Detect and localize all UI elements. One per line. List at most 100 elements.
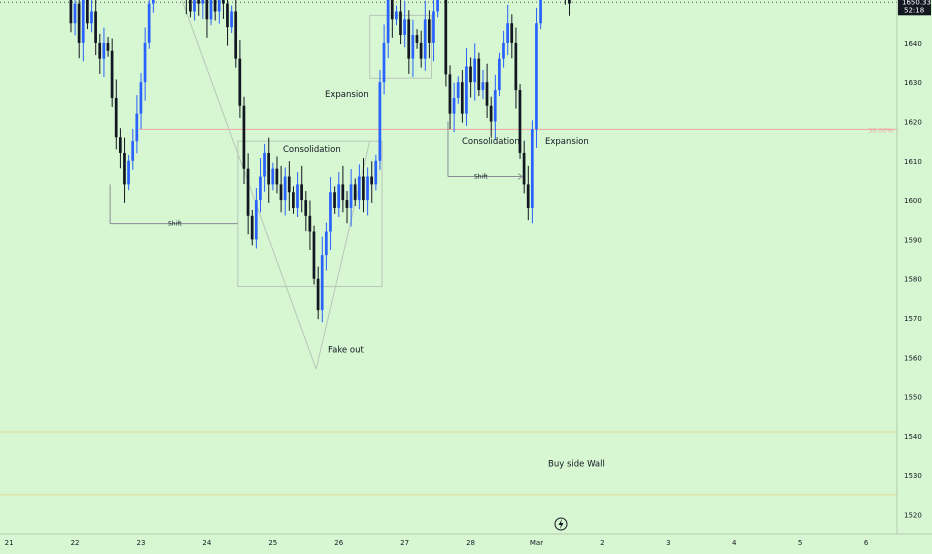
candle-body [197, 0, 200, 4]
candle [312, 225, 316, 285]
y-tick-label: 1600 [904, 197, 922, 205]
candle-body [329, 192, 332, 232]
x-tick-label: 21 [5, 539, 14, 547]
candle-body [436, 0, 439, 12]
candle-body [448, 74, 452, 114]
candle [411, 19, 415, 78]
candle [382, 24, 386, 95]
candle-body [230, 11, 233, 28]
candle-body [234, 11, 238, 59]
candle-body [139, 82, 143, 114]
y-axis[interactable]: USDT152015301540155015601570158015901600… [896, 0, 932, 550]
wall-lines [0, 1, 897, 496]
events-lightning-icon [554, 517, 568, 531]
candle-body [73, 3, 77, 24]
candle [287, 161, 291, 211]
x-axis[interactable]: 21 22 23 24 25 26 27 28 Mar 2 3 4 5 6 [0, 533, 932, 550]
candle [127, 154, 130, 191]
candle [489, 96, 493, 137]
candle-body [201, 0, 205, 4]
candle-body [345, 200, 349, 208]
candle-body [510, 23, 514, 43]
candle [217, 0, 221, 24]
candle-body [283, 176, 287, 201]
candle [135, 95, 139, 154]
candle-body [341, 184, 345, 201]
candle-body [118, 137, 122, 153]
x-tick-label: 24 [202, 539, 211, 547]
candle-body [518, 90, 522, 153]
label-fib-50: 50.00% [868, 126, 893, 134]
candle [98, 33, 102, 74]
candle [324, 222, 328, 271]
candle [349, 169, 353, 227]
current-price-tag [898, 0, 931, 16]
candle-body [498, 58, 501, 91]
candle-body [370, 176, 373, 185]
candle [399, 0, 402, 45]
candle [333, 186, 336, 214]
candle [448, 65, 452, 129]
candle-body [287, 176, 291, 193]
candle-body [493, 90, 497, 122]
candle [238, 40, 242, 118]
candle [444, 0, 448, 87]
candle-body [349, 184, 353, 208]
candle-body [69, 0, 73, 24]
candle-body [456, 82, 460, 98]
candle [407, 10, 411, 74]
candle-body [292, 192, 295, 208]
candle [205, 0, 209, 38]
y-tick-label: 1620 [904, 119, 922, 127]
candle [308, 200, 312, 251]
x-tick-label: 25 [268, 539, 277, 547]
candle-body [300, 184, 303, 201]
candle [201, 0, 205, 19]
candle-body [205, 0, 209, 20]
x-tick-label: 27 [400, 539, 409, 547]
candle [275, 156, 279, 194]
candle-body [539, 0, 542, 24]
candle [510, 14, 514, 59]
candle-body [263, 152, 266, 177]
candle [456, 76, 460, 104]
candle [415, 29, 419, 49]
y-tick-label: 1520 [904, 512, 922, 520]
lightning-glyph-icon [558, 519, 564, 529]
candle-body [526, 184, 530, 208]
x-tick-label: 4 [732, 539, 737, 547]
candle [460, 70, 464, 123]
candle [498, 52, 501, 96]
candle-body [135, 113, 139, 142]
candle-body [217, 0, 221, 12]
candles-layer[interactable] [4, 0, 571, 323]
candle [526, 165, 530, 221]
candle [271, 162, 275, 191]
label-consolidation-right: Consolidation [462, 137, 520, 147]
candle [77, 0, 81, 59]
candle-body [94, 11, 97, 43]
candle [147, 0, 151, 49]
candle [234, 0, 238, 68]
consolidation-box-left [237, 140, 383, 288]
candle-body [151, 0, 155, 4]
candle [366, 167, 369, 216]
drawings-layer [109, 0, 523, 370]
candle [452, 82, 456, 133]
candle-body [90, 11, 93, 24]
annotation-layer: Sell side WallBuy side WallExpansion + R… [168, 90, 893, 531]
candle-body [259, 176, 262, 201]
candle-body [242, 105, 246, 169]
candle-body [193, 0, 196, 12]
candle-body [226, 3, 229, 28]
candle [427, 10, 431, 59]
candle-body [432, 11, 435, 43]
candle [279, 165, 283, 213]
candle-body [452, 97, 456, 114]
candle [493, 74, 497, 140]
candle [151, 0, 155, 13]
candle-countdown: 52:18 [904, 6, 924, 14]
candle [514, 27, 518, 109]
candle [506, 4, 509, 56]
